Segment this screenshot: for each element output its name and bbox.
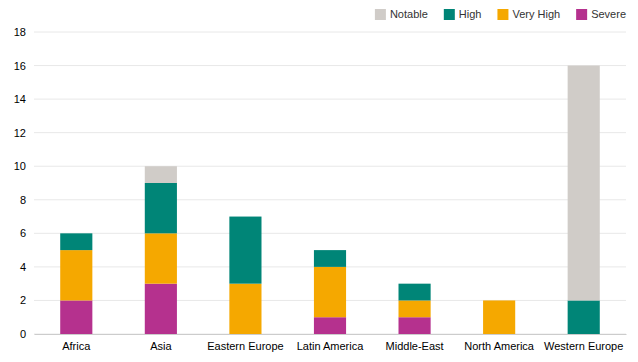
grid-line: [34, 32, 626, 33]
bar-segment: [145, 233, 177, 283]
bar-segment: [483, 300, 515, 334]
y-tick-label: 6: [20, 227, 26, 239]
legend-swatch: [444, 9, 455, 20]
bar-segment: [399, 317, 431, 334]
bar-segment: [399, 284, 431, 301]
bar-segment: [145, 284, 177, 334]
grid-line: [34, 233, 626, 234]
bar-segment: [60, 233, 92, 250]
bar-segment: [60, 233, 92, 234]
x-tick: Western Europe: [544, 334, 623, 352]
legend-item: Very High: [497, 8, 560, 20]
y-tick: 4: [20, 261, 34, 273]
x-tick: Asia: [150, 334, 172, 352]
series: [60, 284, 430, 334]
bar-segment: [314, 250, 346, 267]
x-tick: Africa: [62, 334, 91, 352]
y-tick-label: 0: [20, 328, 26, 340]
y-tick-label: 12: [14, 127, 26, 139]
grid-line: [34, 199, 626, 200]
y-tick-label: 2: [20, 294, 26, 306]
grid-line: [34, 65, 626, 66]
plot: 0 2 4 6 8 10 12 14 16 18 Africa Asia Eastern Europe L…: [14, 26, 627, 352]
bar-segment: [568, 300, 600, 334]
legend-label: Severe: [591, 8, 626, 20]
y-tick: 2: [20, 294, 34, 306]
legend-label: High: [459, 8, 482, 20]
x-tick-label: Africa: [62, 340, 91, 352]
bar-segment: [229, 217, 261, 284]
x-tick-label: Eastern Europe: [207, 340, 283, 352]
bar-segment: [145, 166, 177, 183]
legend-label: Notable: [390, 8, 428, 20]
x-tick: Eastern Europe: [207, 334, 283, 352]
y-axis: 0 2 4 6 8 10 12 14 16 18: [14, 26, 35, 340]
bar-segment: [145, 183, 177, 233]
series: [60, 233, 515, 334]
y-tick: 8: [20, 194, 34, 206]
y-tick: 6: [20, 227, 34, 239]
y-tick-label: 18: [14, 26, 26, 38]
legend-item: Notable: [375, 8, 428, 20]
y-tick: 18: [14, 26, 34, 38]
y-tick-label: 4: [20, 261, 26, 273]
x-tick: Middle-East: [386, 334, 444, 352]
bar-segment: [399, 283, 431, 284]
bar-segment: [229, 216, 261, 217]
x-axis-line: [35, 334, 627, 335]
y-tick: 12: [14, 127, 34, 139]
y-tick: 10: [14, 160, 34, 172]
legend-item: Severe: [576, 8, 626, 20]
legend-swatch: [576, 9, 587, 20]
x-tick-label: Latin America: [297, 340, 365, 352]
y-tick-label: 16: [14, 60, 26, 72]
legend-swatch: [497, 9, 508, 20]
grid-line: [34, 166, 626, 167]
legend-item: High: [444, 8, 482, 20]
bar-segment: [314, 250, 346, 251]
x-axis: Africa Asia Eastern Europe Latin America Mid…: [35, 334, 627, 352]
bar-segment: [229, 284, 261, 334]
series: [145, 66, 600, 301]
y-axis-line: [34, 33, 35, 335]
y-tick: 0: [20, 328, 34, 340]
x-tick-label: Asia: [150, 340, 172, 352]
x-tick-label: North America: [464, 340, 535, 352]
y-tick-label: 8: [20, 194, 26, 206]
legend-swatch: [375, 9, 386, 20]
bar-segment: [314, 317, 346, 334]
bar-segment: [568, 66, 600, 301]
bar-segment: [483, 300, 515, 301]
bar-segment: [483, 300, 515, 301]
y-tick-label: 14: [14, 93, 26, 105]
bars: [60, 66, 600, 334]
x-tick-label: Western Europe: [544, 340, 623, 352]
x-tick: North America: [464, 334, 535, 352]
grid-line: [34, 132, 626, 133]
bar-segment: [60, 250, 92, 300]
series: [60, 183, 600, 334]
x-tick-label: Middle-East: [386, 340, 444, 352]
grid-line: [34, 99, 626, 100]
bar-segment: [60, 300, 92, 334]
chart: 0 2 4 6 8 10 12 14 16 18 Africa Asia Eastern Europe L…: [0, 0, 638, 362]
y-tick-label: 10: [14, 160, 26, 172]
legend: Notable High Very High Severe: [375, 8, 626, 20]
bar-segment: [314, 267, 346, 317]
x-tick: Latin America: [297, 334, 365, 352]
y-tick: 14: [14, 93, 34, 105]
legend-label: Very High: [512, 8, 560, 20]
y-tick: 16: [14, 60, 34, 72]
grid: [34, 32, 626, 334]
bar-segment: [399, 300, 431, 317]
